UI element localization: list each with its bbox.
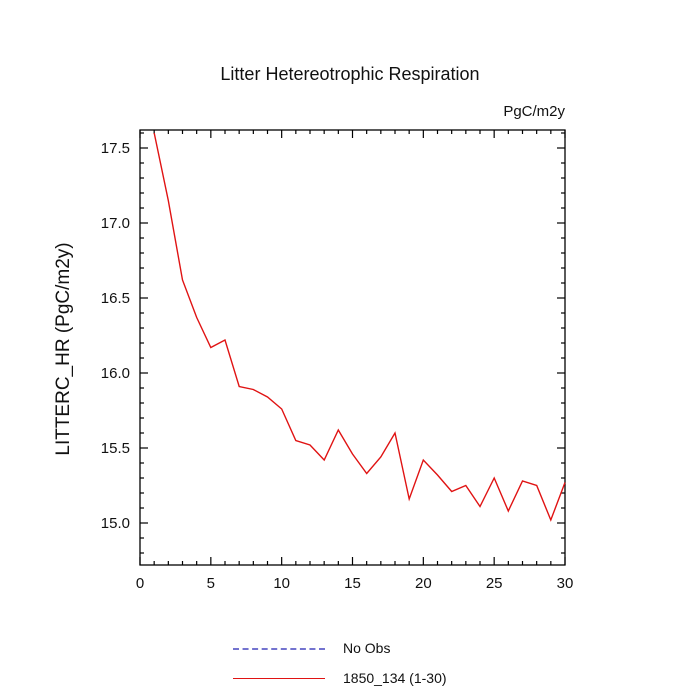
units-label: PgC/m2y <box>503 103 565 120</box>
y-axis-title: LITTERC_HR (PgC/m2y) <box>53 242 74 456</box>
svg-text:25: 25 <box>486 575 503 592</box>
svg-text:5: 5 <box>207 575 215 592</box>
svg-text:15.0: 15.0 <box>101 515 130 532</box>
no-obs-line-sample <box>233 648 325 650</box>
legend-row-series: 1850_134 (1-30) <box>0 664 700 694</box>
legend-row-no-obs: No Obs <box>0 634 700 664</box>
svg-text:16.5: 16.5 <box>101 290 130 307</box>
svg-text:20: 20 <box>415 575 432 592</box>
svg-text:16.0: 16.0 <box>101 365 130 382</box>
svg-text:0: 0 <box>136 575 144 592</box>
axis-tick-labels: 0 5 10 15 20 25 30 15.0 15.5 16.0 16.5 17.0 17.5 <box>101 140 574 592</box>
chart-title: Litter Hetereotrophic Respiration <box>220 64 480 84</box>
svg-text:15.5: 15.5 <box>101 440 130 457</box>
series-line-sample <box>233 678 325 679</box>
legend: No Obs 1850_134 (1-30) <box>0 634 700 694</box>
svg-text:17.5: 17.5 <box>101 140 130 157</box>
axis-ticks <box>139 130 566 565</box>
data-series-line <box>153 132 566 522</box>
no-obs-label: No Obs <box>343 640 391 656</box>
svg-text:10: 10 <box>273 575 290 592</box>
series-label: 1850_134 (1-30) <box>343 670 447 686</box>
svg-text:17.0: 17.0 <box>101 215 130 232</box>
svg-text:15: 15 <box>344 575 361 592</box>
plot-frame <box>139 129 566 566</box>
svg-text:30: 30 <box>557 575 574 592</box>
